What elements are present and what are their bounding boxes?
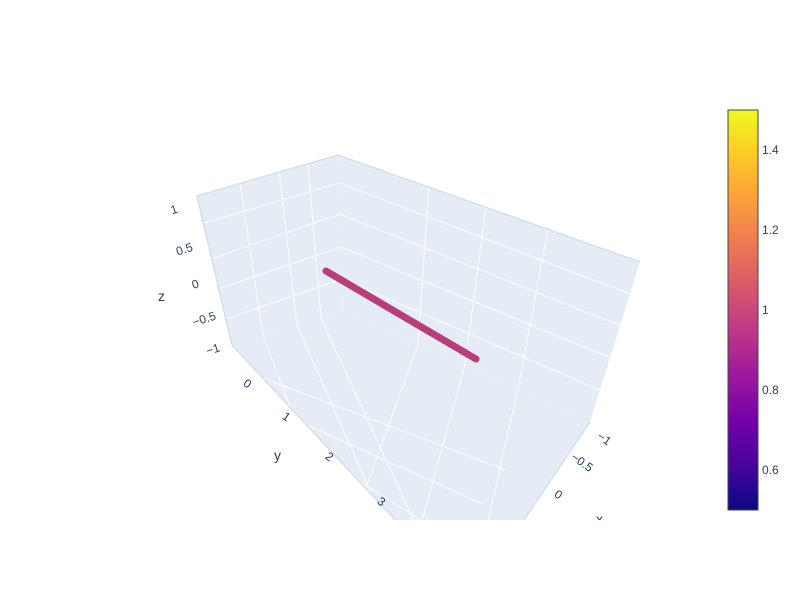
colorbar-gradient (727, 109, 759, 511)
y-axis-title: y (274, 447, 281, 463)
colorbar: 1.4 1.2 1 0.8 0.6 (727, 109, 779, 511)
grid-line (200, 182, 340, 225)
grid-line (517, 228, 549, 390)
y-tick: 1 (280, 409, 294, 424)
y-tick: 2 (323, 449, 337, 464)
grid-line (278, 170, 298, 326)
z-tick: 0 (190, 276, 201, 291)
colorbar-tick: 1 (762, 303, 769, 317)
grid-line (340, 246, 612, 359)
z-tick: −0.5 (191, 309, 218, 330)
back-wall (338, 155, 640, 422)
grid-line (214, 246, 342, 291)
colorbar-tick: 0.6 (762, 463, 779, 477)
z-tick: −1 (204, 340, 222, 358)
series-layer (322, 267, 480, 363)
colorbar-ticks: 1.4 1.2 1 0.8 0.6 (762, 143, 779, 477)
bottom-mask (0, 520, 720, 600)
grid-line (307, 162, 322, 319)
grid-line (222, 278, 343, 321)
grid-line (339, 213, 622, 327)
series-line (322, 267, 480, 363)
colorbar-tick: 1.4 (762, 143, 779, 157)
x-tick: 0 (552, 487, 566, 502)
grid-line (417, 185, 430, 345)
grid-line (207, 213, 341, 261)
grid-line (295, 419, 486, 506)
x-tick: −1 (595, 429, 615, 449)
x-axis-title: x (596, 511, 603, 527)
grid-line (239, 182, 264, 337)
x-tick: −0.5 (568, 450, 596, 475)
z-tick: 0.5 (174, 240, 195, 259)
colorbar-tick: 1.2 (762, 223, 779, 237)
z-tick: 1 (169, 202, 180, 217)
z-axis-title: z (158, 288, 165, 304)
grid-line (341, 278, 601, 391)
left-wall (197, 155, 343, 345)
y-tick: 0 (241, 376, 255, 391)
colorbar-tick: 0.8 (762, 383, 779, 397)
grid-line (338, 182, 631, 295)
grid-line (259, 376, 507, 471)
grid-line (464, 206, 487, 366)
